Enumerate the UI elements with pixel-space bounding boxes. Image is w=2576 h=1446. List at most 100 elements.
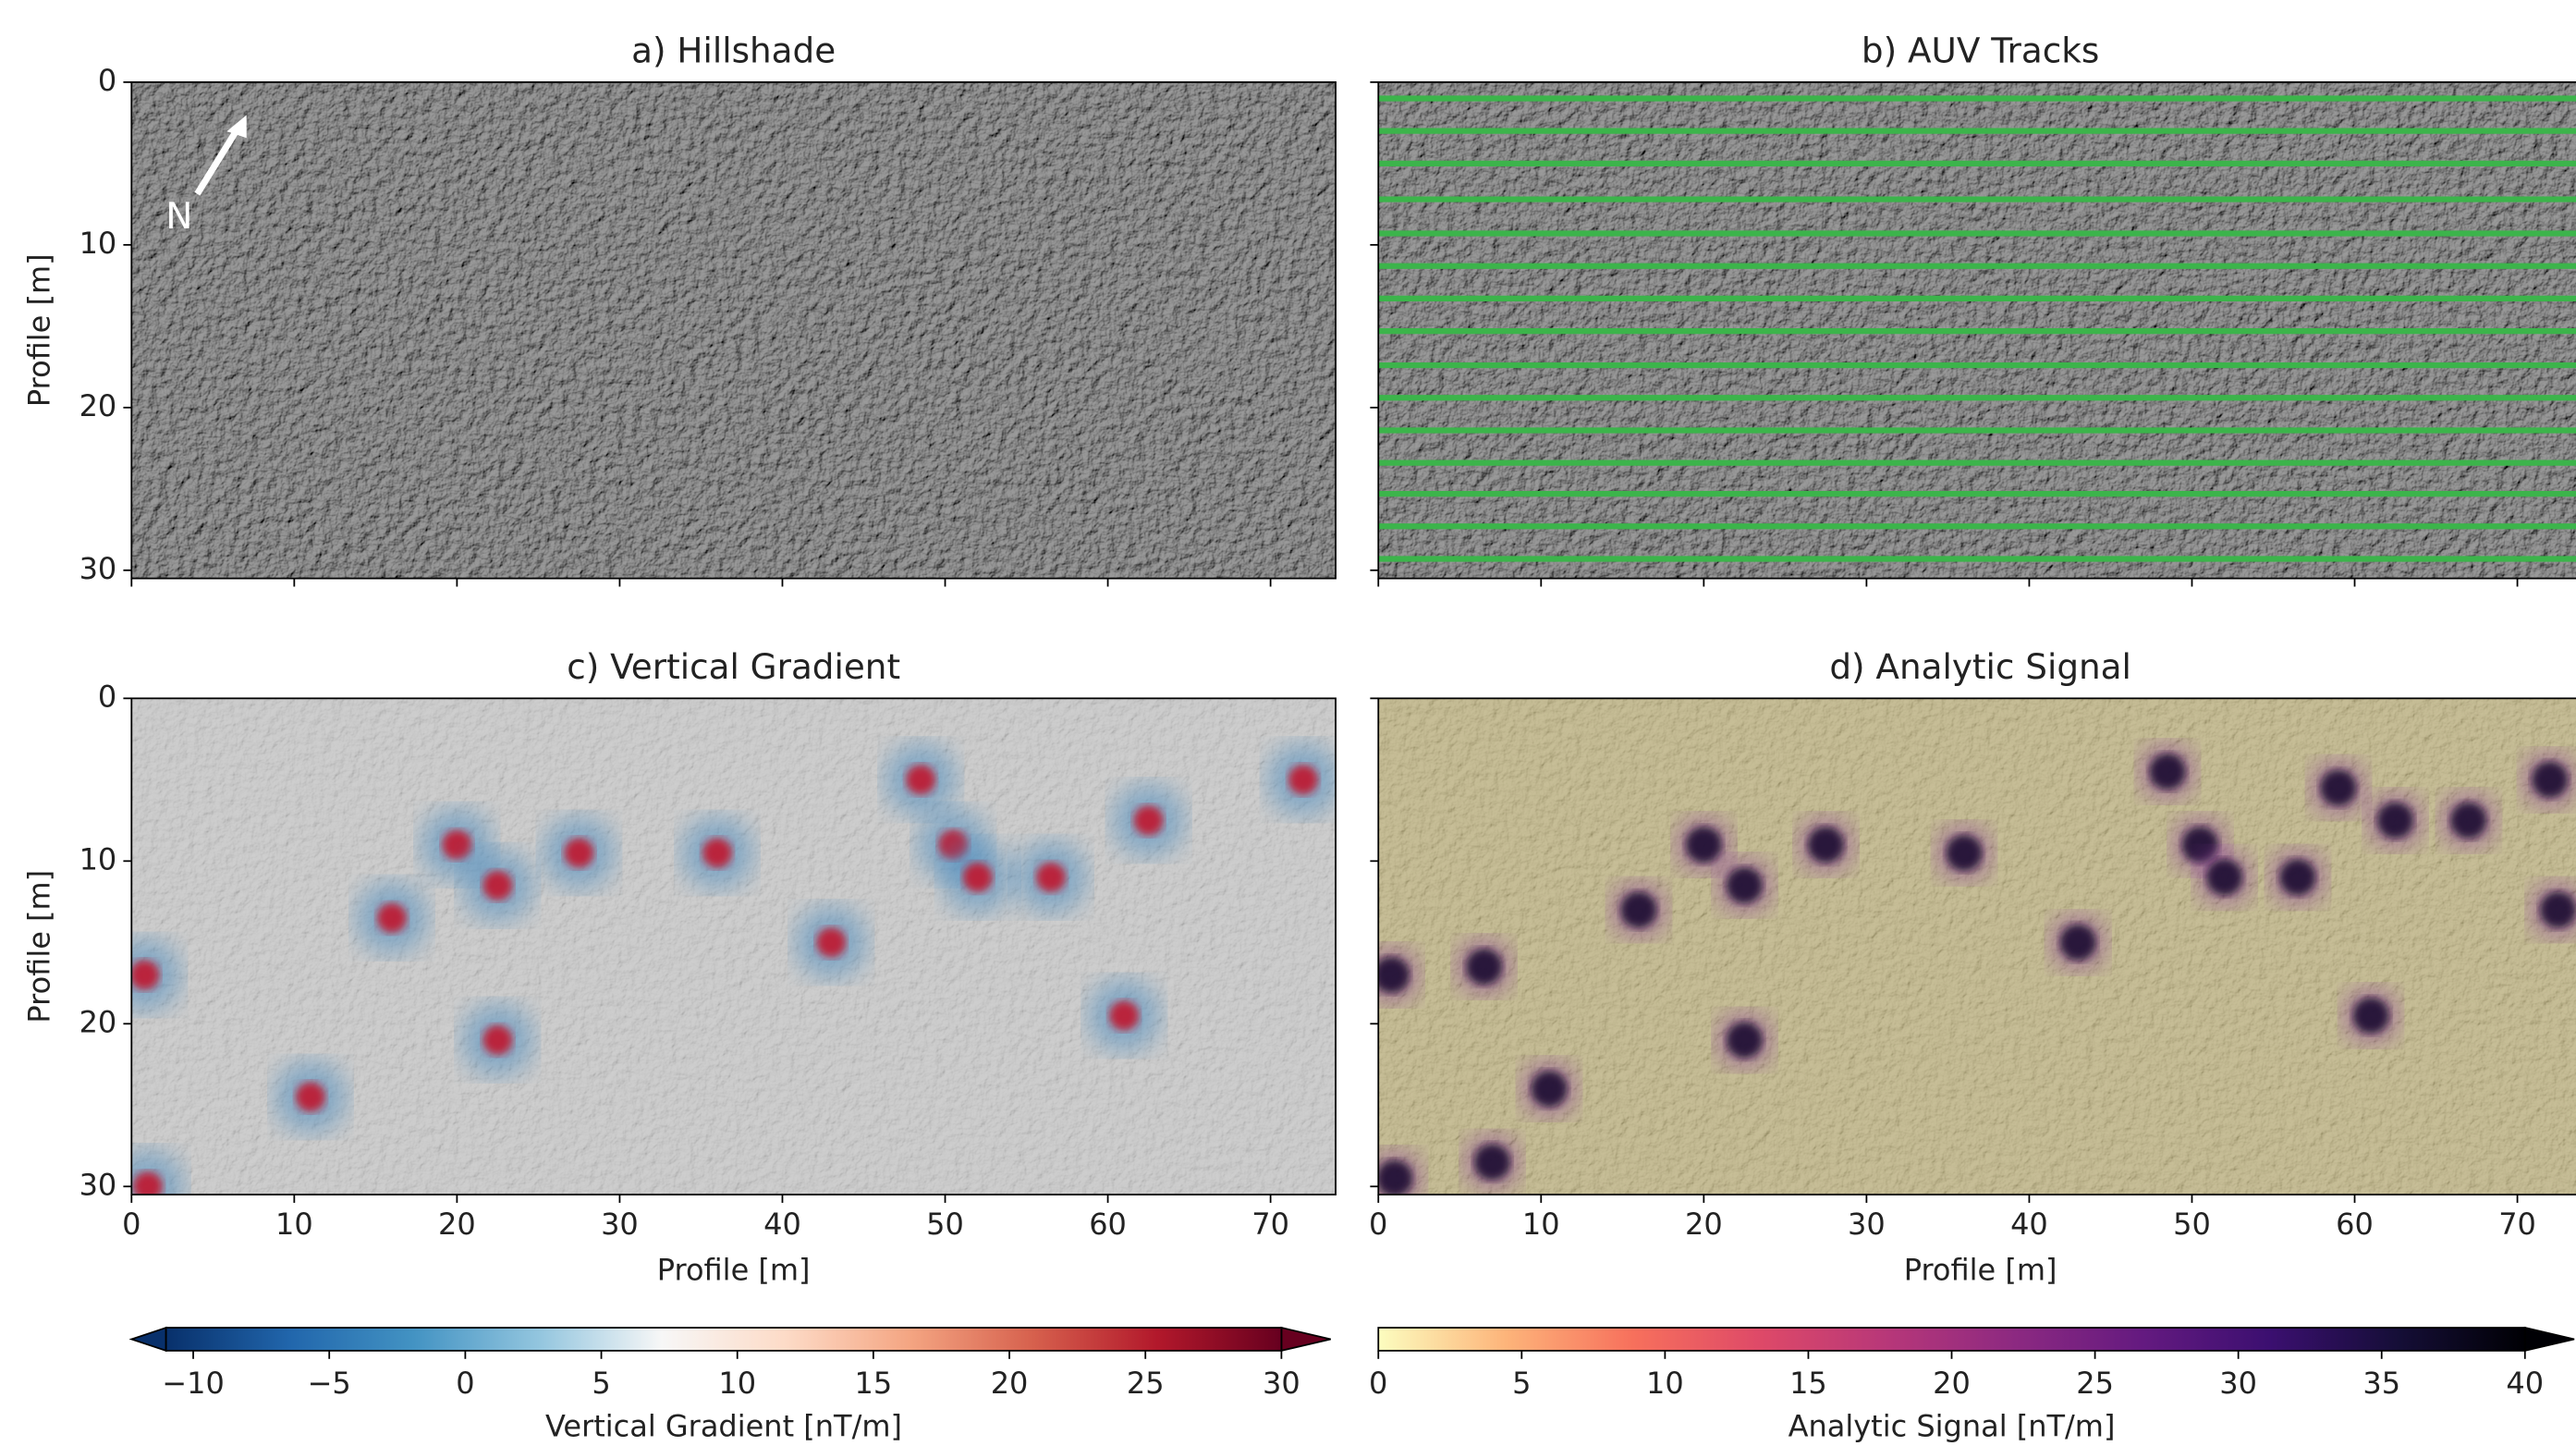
anomaly [482,1025,512,1055]
x-tick-label: 30 [1848,1207,1886,1242]
colorbar-tick-label: 20 [991,1366,1029,1401]
extend-max [2525,1328,2574,1351]
x-tick-label: 40 [2010,1207,2048,1242]
y-tick-label: 20 [79,1004,117,1039]
y-tick-label: 0 [98,63,116,98]
colorbar [1378,1328,2525,1351]
colorbar-tick-label: 30 [2219,1366,2257,1401]
tint [1378,698,2576,1195]
anomaly [2377,803,2413,839]
anomaly [2532,762,2568,798]
y-tick-label: 20 [79,388,117,423]
x-tick-label: 20 [438,1207,476,1242]
x-tick-label: 0 [1369,1207,1387,1242]
panel-title: c) Vertical Gradient [567,646,900,687]
anomaly [133,1171,163,1201]
colorbar [166,1328,1282,1351]
anomaly [2353,998,2389,1034]
x-tick-label: 70 [1251,1207,1289,1242]
anomaly [2206,859,2242,895]
anomaly [1474,1144,1510,1180]
anomaly [816,927,846,957]
anomaly [2320,770,2356,806]
x-tick-label: 50 [926,1207,964,1242]
colorbar-tick-label: 25 [1127,1366,1165,1401]
hillshade-texture [131,82,1336,579]
panel-title: d) Analytic Signal [1829,646,2131,687]
anomaly [1808,827,1844,863]
anomaly [1466,949,1502,985]
anomaly [2540,892,2576,928]
x-tick-label: 50 [2173,1207,2211,1242]
panel [1378,82,2576,579]
colorbar-label: Analytic Signal [nT/m] [1789,1408,2116,1443]
anomaly [1727,1022,1763,1058]
x-tick-label: 30 [601,1207,639,1242]
x-tick-label: 10 [1522,1207,1560,1242]
y-tick-label: 0 [98,679,116,714]
x-tick-label: 10 [275,1207,313,1242]
colorbar-tick-label: 40 [2506,1366,2544,1401]
x-tick-label: 20 [1685,1207,1723,1242]
anomaly [1946,835,1982,871]
y-tick-label: 30 [79,1167,117,1202]
colorbar-tick-label: 20 [1933,1366,1971,1401]
anomaly [2150,754,2186,790]
colorbar-label: Vertical Gradient [nT/m] [545,1408,902,1443]
colorbar-tick-label: 30 [1263,1366,1300,1401]
y-tick-label: 10 [79,226,117,261]
x-tick-label: 60 [2336,1207,2374,1242]
colorbar-tick-label: 10 [1646,1366,1684,1401]
y-axis-label: Profile [m] [22,253,57,407]
x-tick-label: 60 [1089,1207,1127,1242]
anomaly [963,863,993,892]
anomaly [2060,925,2096,961]
colorbar-tick-label: 0 [1369,1366,1387,1401]
anomaly [1134,805,1164,835]
colorbar-tick-label: 25 [2076,1366,2114,1401]
anomaly [1376,1160,1412,1196]
anomaly [1109,1001,1139,1031]
anomaly [2450,803,2486,839]
panel-title: a) Hillshade [631,30,836,70]
x-axis-label: Profile [m] [657,1253,811,1288]
anomaly [564,839,593,868]
x-tick-label: 0 [122,1207,140,1242]
anomaly [482,871,512,901]
colorbar-tick-label: −5 [308,1366,351,1401]
extend-min [131,1328,165,1351]
colorbar-tick-label: 35 [2362,1366,2400,1401]
colorbar-tick-label: −10 [162,1366,225,1401]
x-tick-label: 70 [2498,1207,2536,1242]
y-axis-label: Profile [m] [22,870,57,1023]
colorbar-tick-label: 10 [718,1366,756,1401]
colorbar-tick-label: 5 [1512,1366,1531,1401]
colorbar-tick-label: 0 [456,1366,474,1401]
panel [131,82,1336,579]
anomaly [1288,765,1318,794]
x-axis-label: Profile [m] [1904,1253,2057,1288]
anomaly [1532,1071,1568,1107]
colorbar-tick-label: 15 [855,1366,893,1401]
anomaly [1686,827,1722,863]
anomaly [2279,859,2315,895]
panel [1363,698,2576,1206]
north-label: N [165,196,192,238]
y-tick-label: 10 [79,841,117,876]
anomaly [442,830,471,860]
extend-max [1281,1328,1330,1351]
x-tick-label: 40 [763,1207,801,1242]
page: {"chart_data":[ {"type":"image","title":… [0,0,2576,1446]
anomaly [1727,867,1763,903]
colorbar-tick-label: 5 [592,1366,610,1401]
anomaly [1036,863,1066,892]
anomaly [906,765,935,794]
panel-title: b) AUV Tracks [1862,30,2099,70]
panel [108,698,1339,1222]
anomaly [702,839,732,868]
anomaly [129,961,159,990]
figure: Na) Hillshade 0 10 20 30 Profile [m] b) AUV Tr… [0,0,2576,1446]
anomaly [296,1082,325,1111]
anomaly [377,903,407,933]
anomaly [1620,892,1656,928]
